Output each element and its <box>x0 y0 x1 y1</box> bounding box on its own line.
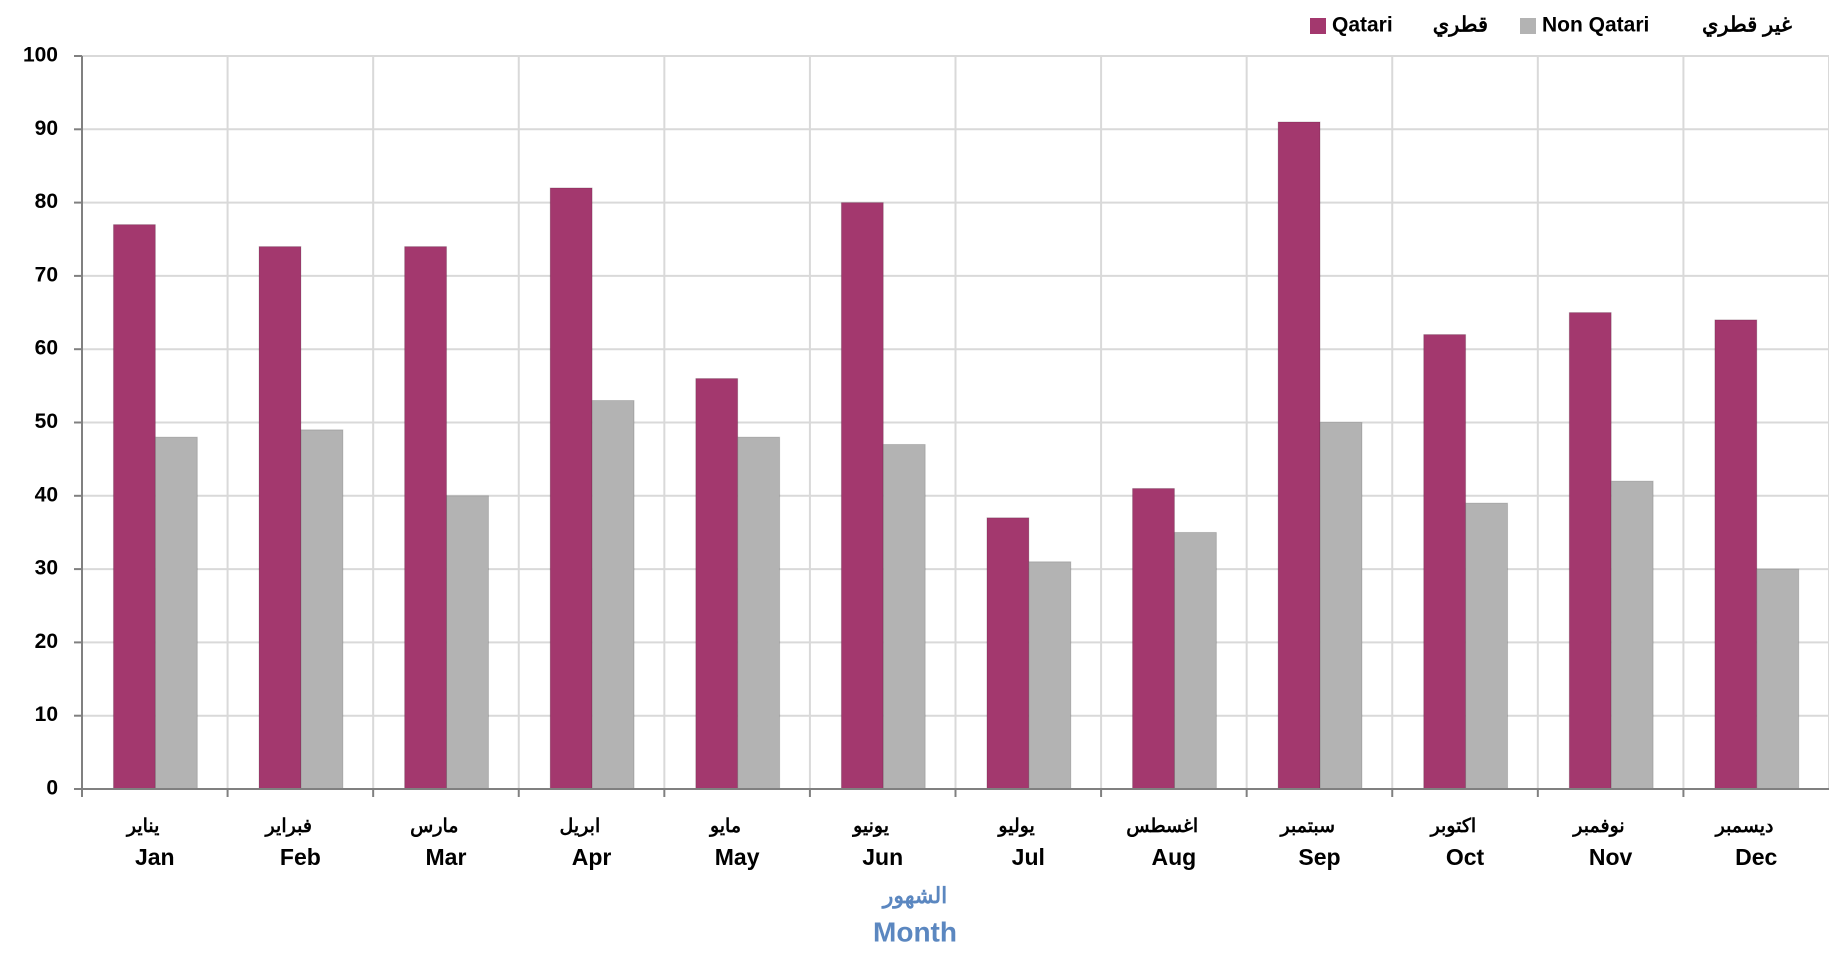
x-tick-label: Apr <box>572 844 612 870</box>
y-tick-label: 60 <box>35 337 58 360</box>
bar <box>300 429 344 790</box>
x-tick-label: Dec <box>1735 844 1777 870</box>
x-tick-label: Oct <box>1446 844 1485 870</box>
y-tick-label: 20 <box>35 630 58 653</box>
x-tick-label: Mar <box>426 844 467 870</box>
bar <box>1277 121 1321 790</box>
legend-label-ar: قطري <box>1433 14 1488 38</box>
x-tick-label-ar: يونيو <box>851 816 889 837</box>
x-tick-label-ar: مارس <box>410 816 458 837</box>
x-tick-label: Sep <box>1298 844 1340 870</box>
x-axis-label-ar: الشهور <box>881 883 948 909</box>
x-tick-label: Feb <box>280 844 321 870</box>
bar <box>446 495 489 790</box>
x-tick-label-ar: اكتوبر <box>1429 816 1477 837</box>
bar <box>404 246 448 790</box>
y-tick-label: 50 <box>35 410 58 433</box>
bar <box>154 436 198 790</box>
bar <box>1568 312 1612 790</box>
y-tick-label: 30 <box>35 557 58 580</box>
bar <box>840 202 884 790</box>
x-tick-label: Jan <box>135 844 175 870</box>
bar <box>1610 480 1654 790</box>
bar <box>1173 531 1217 790</box>
legend-label-ar: غير قطري <box>1702 14 1792 38</box>
bar <box>882 443 926 790</box>
x-tick-label: May <box>715 844 760 870</box>
x-tick-label-ar: ابريل <box>560 816 601 837</box>
legend-swatch <box>1520 18 1536 34</box>
y-tick-label: 40 <box>35 483 58 506</box>
x-tick-label-ar: اغسطس <box>1126 816 1198 837</box>
bar <box>737 436 781 790</box>
x-tick-label: Jul <box>1012 844 1045 870</box>
y-tick-label: 100 <box>23 44 58 67</box>
bar <box>1319 422 1363 790</box>
bar <box>1465 502 1509 790</box>
legend-label: Non Qatari <box>1542 14 1649 37</box>
bar <box>112 224 156 790</box>
x-tick-label-ar: نوفمبر <box>1571 816 1624 837</box>
x-tick-label: Jun <box>862 844 903 870</box>
bar <box>1132 487 1175 790</box>
bar <box>986 517 1030 790</box>
bar <box>1756 568 1800 790</box>
legend-swatch <box>1310 18 1326 34</box>
x-tick-label-ar: يناير <box>125 816 160 837</box>
bar <box>549 187 593 790</box>
y-tick-label: 70 <box>35 263 58 286</box>
bar <box>258 246 302 790</box>
y-tick-label: 80 <box>35 190 58 213</box>
y-tick-label: 10 <box>35 703 58 726</box>
bar <box>1028 561 1072 790</box>
x-tick-label-ar: مايو <box>708 816 741 837</box>
x-tick-label-ar: يوليو <box>996 816 1034 837</box>
legend-label: Qatari <box>1332 14 1393 37</box>
y-tick-label: 90 <box>35 117 58 140</box>
bar <box>1714 319 1758 790</box>
x-tick-label-ar: سبتمبر <box>1279 816 1336 837</box>
x-tick-label-ar: ديسمبر <box>1714 816 1774 837</box>
y-tick-label: 0 <box>46 777 58 800</box>
x-tick-label: Aug <box>1152 844 1197 870</box>
bar <box>591 400 635 790</box>
bar <box>1423 334 1467 790</box>
x-tick-label: Nov <box>1589 844 1633 870</box>
x-axis-label: Month <box>873 916 957 947</box>
bar <box>695 378 739 790</box>
x-tick-label-ar: فبراير <box>264 816 312 837</box>
